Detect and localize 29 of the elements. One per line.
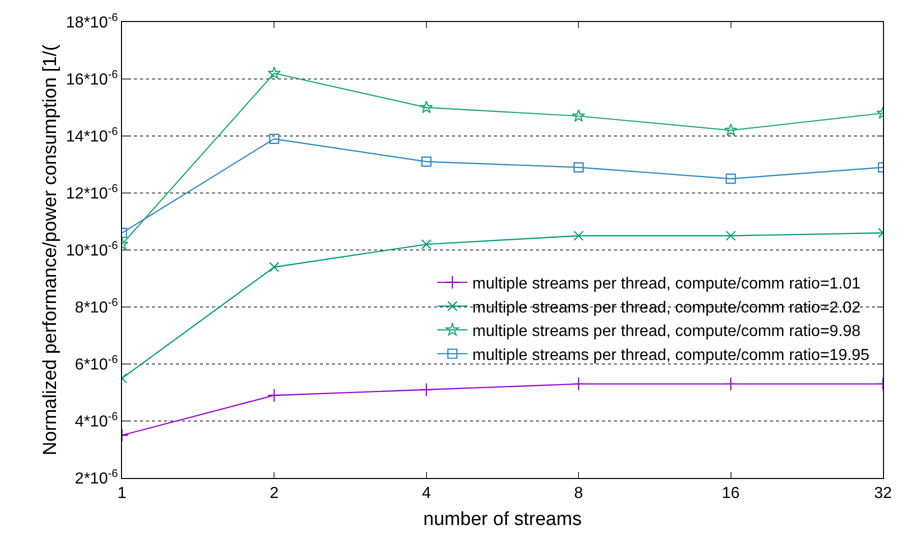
point (572, 109, 586, 122)
point (420, 382, 434, 397)
point (421, 239, 432, 250)
x-tick-label: 4 (422, 485, 431, 502)
point (574, 162, 584, 172)
y-tick-label: 6*10$^{-6}$ (74, 354, 118, 374)
legend-label: multiple streams per thread, compute/comm ratio=1.01 (472, 276, 861, 293)
point (572, 377, 586, 391)
y-axis-title: Normalized performance/power consumption [1/( (40, 44, 61, 456)
y-tick-label: 10*10$^{-6}$ (66, 240, 118, 260)
y-tick-label: 8*10$^{-6}$ (74, 296, 118, 317)
x-tick-label: 8 (574, 485, 584, 502)
x-tick-label: 16 (722, 485, 740, 502)
y-tick-label: 12*10$^{-6}$ (66, 182, 118, 203)
y-tick-label: 16*10$^{-6}$ (66, 68, 118, 89)
y-tick-label: 14*10$^{-6}$ (66, 126, 118, 146)
legend-label: multiple streams per thread, compute/comm ratio=19.95 (472, 346, 870, 364)
x-tick-label: 2 (270, 485, 279, 502)
x-axis-title: number of streams (423, 509, 582, 530)
y-tick-label: 2*10$^{-6}$ (74, 468, 118, 488)
x-tick-label: 1 (118, 485, 127, 502)
legend-label: multiple streams per thread, compute/comm ratio=9.98 (472, 323, 861, 340)
legend-label: multiple streams per thread, compute/comm ratio=2.02 (472, 299, 861, 316)
y-tick-label: 18*10$^{-6}$ (66, 12, 118, 32)
x-tick-label: 32 (874, 485, 892, 502)
point (420, 100, 433, 114)
point (574, 230, 584, 241)
y-tick-label: 4*10$^{-6}$ (74, 410, 118, 431)
point (421, 156, 432, 167)
